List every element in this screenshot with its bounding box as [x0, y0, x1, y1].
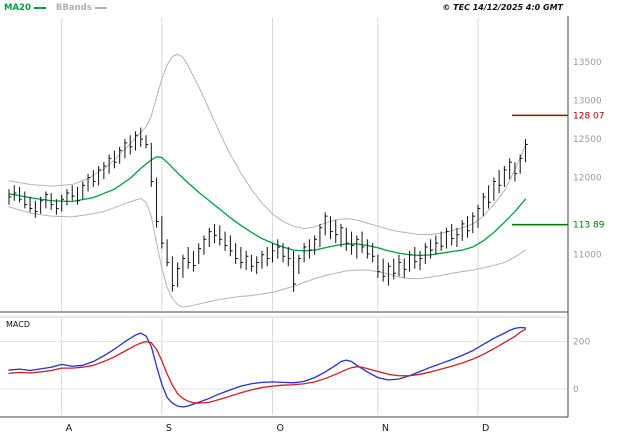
macd-panel-label: MACD — [6, 320, 30, 329]
svg-text:N: N — [382, 423, 389, 434]
svg-text:12500: 12500 — [573, 135, 602, 145]
legend-ma20-label: MA20 — [4, 3, 31, 13]
resistance-level-label: 128 07 — [573, 111, 605, 121]
svg-text:11000: 11000 — [573, 251, 602, 261]
legend-item-ma20: MA20 — [4, 3, 46, 13]
month-gridlines — [61, 18, 479, 415]
svg-text:200: 200 — [573, 338, 590, 348]
macd-lines — [8, 326, 527, 408]
macd-axis-labels: 2000 — [573, 338, 590, 395]
svg-text:0: 0 — [573, 385, 579, 395]
svg-text:13500: 13500 — [573, 58, 602, 68]
price-axis-labels: 13500 13000 12500 12000 11000 — [573, 58, 602, 261]
chart-legend: MA20 BBands — [4, 3, 107, 13]
axes-borders — [0, 16, 569, 418]
svg-text:A: A — [66, 423, 73, 434]
legend-bbands-label: BBands — [55, 3, 92, 13]
svg-text:O: O — [277, 423, 284, 434]
macd-gridlines — [0, 341, 568, 390]
svg-text:13000: 13000 — [573, 97, 602, 107]
ma20-line-swatch-icon — [33, 7, 46, 9]
legend-item-bbands: BBands — [56, 3, 107, 13]
svg-text:D: D — [482, 423, 489, 434]
ma20-line — [8, 156, 527, 257]
candlestick-series — [8, 127, 528, 292]
svg-text:12000: 12000 — [573, 174, 602, 184]
price-level-lines: 128 07 113 89 — [512, 111, 605, 231]
support-level-label: 113 89 — [573, 221, 605, 231]
copyright-text: © TEC 14/12/2025 4:0 GMT — [442, 3, 563, 12]
svg-text:S: S — [166, 423, 172, 434]
bbands-line-swatch-icon — [94, 7, 107, 9]
bollinger-bands — [8, 53, 526, 308]
